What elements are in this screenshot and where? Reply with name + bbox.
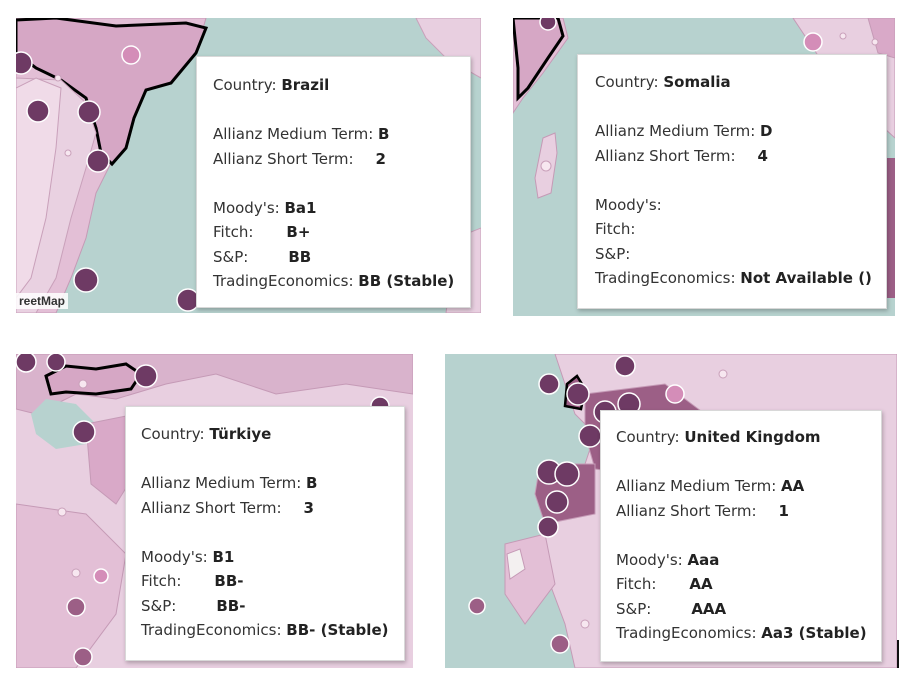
fitch-value: B+ [286,223,311,241]
allianz-short-row: Allianz Short Term: 1 [616,499,881,524]
map-panel-turkiye[interactable]: Country: Türkiye Allianz Medium Term: B … [16,354,413,668]
tooltip-turkiye: Country: Türkiye Allianz Medium Term: B … [125,406,405,661]
allianz-medium-row: Allianz Medium Term: D [595,119,886,144]
allianz-medium-row: Allianz Medium Term: B [213,122,470,147]
trading-value: BB- (Stable) [286,621,389,639]
trading-label: TradingEconomics: [616,624,757,642]
allianz-medium-value: D [760,122,773,140]
country-value: United Kingdom [684,428,821,446]
country-value: Türkiye [209,425,272,443]
moodys-label: Moody's: [141,547,208,566]
sp-label: S&P: [213,247,249,266]
trading-row: TradingEconomics: Not Available () [595,266,886,291]
trading-value: Not Available () [740,269,872,287]
sp-row: S&P: [595,242,886,267]
trading-value: Aa3 (Stable) [761,624,867,642]
trading-label: TradingEconomics: [595,269,736,287]
allianz-short-row: Allianz Short Term: 2 [213,147,470,172]
map-panel-brazil[interactable]: reetMap Country: Brazil Allianz Medium T… [16,18,481,313]
allianz-medium-label: Allianz Medium Term: [616,477,777,495]
moodys-value: Ba1 [284,198,317,217]
country-label: Country: [141,425,205,443]
allianz-short-value: 4 [757,146,768,165]
sp-label: S&P: [141,596,177,615]
allianz-medium-value: B [306,474,318,492]
allianz-short-label: Allianz Short Term: [213,149,354,168]
allianz-medium-label: Allianz Medium Term: [141,474,302,492]
map-attribution: reetMap [16,293,69,309]
allianz-short-row: Allianz Short Term: 3 [141,496,404,521]
allianz-medium-row: Allianz Medium Term: B [141,471,404,496]
sp-value: BB [288,247,312,266]
allianz-short-label: Allianz Short Term: [616,501,757,520]
fitch-row: Fitch: BB- [141,569,404,594]
country-label: Country: [595,73,659,91]
moodys-label: Moody's: [595,195,662,214]
sp-row: S&P: AAA [616,597,881,622]
map-panel-somalia[interactable]: Country: Somalia Allianz Medium Term: D … [513,18,895,316]
fitch-row: Fitch: [595,217,886,242]
text-cursor [897,640,899,668]
trading-row: TradingEconomics: Aa3 (Stable) [616,621,881,646]
allianz-medium-label: Allianz Medium Term: [595,122,756,140]
country-row: Country: Somalia [595,70,886,95]
fitch-row: Fitch: B+ [213,220,470,245]
moodys-row: Moody's: B1 [141,545,404,570]
country-row: Country: United Kingdom [616,425,881,450]
sp-row: S&P: BB- [141,594,404,619]
moodys-row: Moody's: Aaa [616,548,881,573]
country-label: Country: [213,76,277,94]
sp-label: S&P: [616,599,652,618]
country-label: Country: [616,428,680,446]
country-row: Country: Brazil [213,73,470,98]
moodys-row: Moody's: Ba1 [213,196,470,221]
moodys-value: Aaa [687,550,720,569]
country-value: Brazil [281,76,330,94]
trading-label: TradingEconomics: [213,272,354,290]
allianz-short-value: 2 [375,149,386,168]
fitch-label: Fitch: [213,223,254,241]
sp-value: BB- [216,596,246,615]
trading-label: TradingEconomics: [141,621,282,639]
tooltip-brazil: Country: Brazil Allianz Medium Term: B A… [196,56,471,308]
moodys-label: Moody's: [213,198,280,217]
sp-label: S&P: [595,244,631,263]
map-panel-united-kingdom[interactable]: Country: United Kingdom Allianz Medium T… [445,354,897,668]
tooltip-somalia: Country: Somalia Allianz Medium Term: D … [577,54,887,309]
allianz-medium-value: AA [781,477,805,495]
moodys-row: Moody's: [595,193,886,218]
fitch-value: BB- [214,572,244,590]
allianz-short-row: Allianz Short Term: 4 [595,144,886,169]
allianz-short-label: Allianz Short Term: [595,146,736,165]
moodys-value: B1 [212,547,235,566]
fitch-row: Fitch: AA [616,572,881,597]
tooltip-united-kingdom: Country: United Kingdom Allianz Medium T… [600,410,882,662]
fitch-label: Fitch: [595,220,636,238]
allianz-medium-row: Allianz Medium Term: AA [616,474,881,499]
sp-value: AAA [691,599,727,618]
allianz-medium-label: Allianz Medium Term: [213,125,374,143]
fitch-value: AA [689,575,713,593]
allianz-medium-value: B [378,125,390,143]
trading-row: TradingEconomics: BB- (Stable) [141,618,404,643]
allianz-short-label: Allianz Short Term: [141,498,282,517]
allianz-short-value: 3 [303,498,314,517]
trading-row: TradingEconomics: BB (Stable) [213,269,470,294]
fitch-label: Fitch: [616,575,657,593]
trading-value: BB (Stable) [358,272,455,290]
moodys-label: Moody's: [616,550,683,569]
sp-row: S&P: BB [213,245,470,270]
country-value: Somalia [663,73,731,91]
allianz-short-value: 1 [778,501,789,520]
fitch-label: Fitch: [141,572,182,590]
country-row: Country: Türkiye [141,422,404,447]
